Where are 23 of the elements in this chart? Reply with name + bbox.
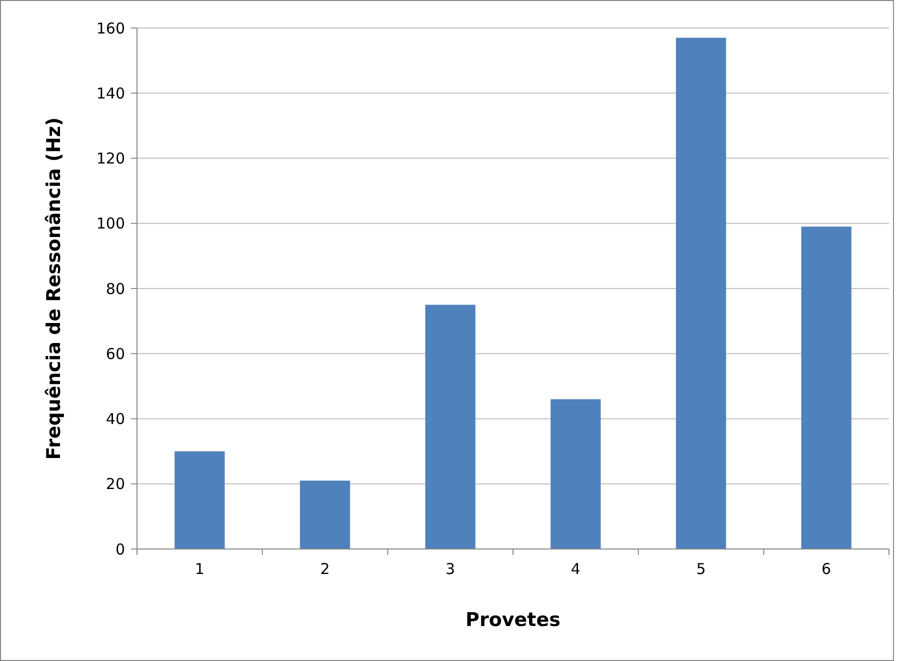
x-axis-title: Provetes bbox=[466, 609, 560, 631]
bar bbox=[801, 226, 852, 549]
y-tick-label: 80 bbox=[106, 280, 125, 298]
y-tick-label: 120 bbox=[96, 150, 125, 168]
bar bbox=[174, 451, 225, 549]
x-tick-label: 6 bbox=[822, 560, 832, 578]
x-tick-label: 3 bbox=[446, 560, 456, 578]
x-tick-label: 5 bbox=[696, 560, 706, 578]
bar bbox=[550, 399, 601, 549]
x-tick-label: 2 bbox=[320, 560, 330, 578]
y-axis-title: Frequência de Ressonância (Hz) bbox=[43, 117, 65, 460]
x-tick-label: 4 bbox=[570, 560, 580, 578]
bar bbox=[676, 38, 726, 549]
y-tick-label: 60 bbox=[106, 344, 125, 363]
y-tick-label: 140 bbox=[96, 84, 125, 102]
bar bbox=[300, 480, 350, 549]
y-tick-label: 40 bbox=[106, 410, 125, 428]
x-tick-label: 1 bbox=[194, 560, 204, 578]
bar bbox=[425, 304, 476, 549]
y-tick-label: 100 bbox=[96, 214, 125, 233]
y-tick-label: 20 bbox=[106, 475, 125, 494]
y-tick-label: 0 bbox=[115, 540, 125, 558]
y-tick-label: 160 bbox=[96, 19, 125, 38]
